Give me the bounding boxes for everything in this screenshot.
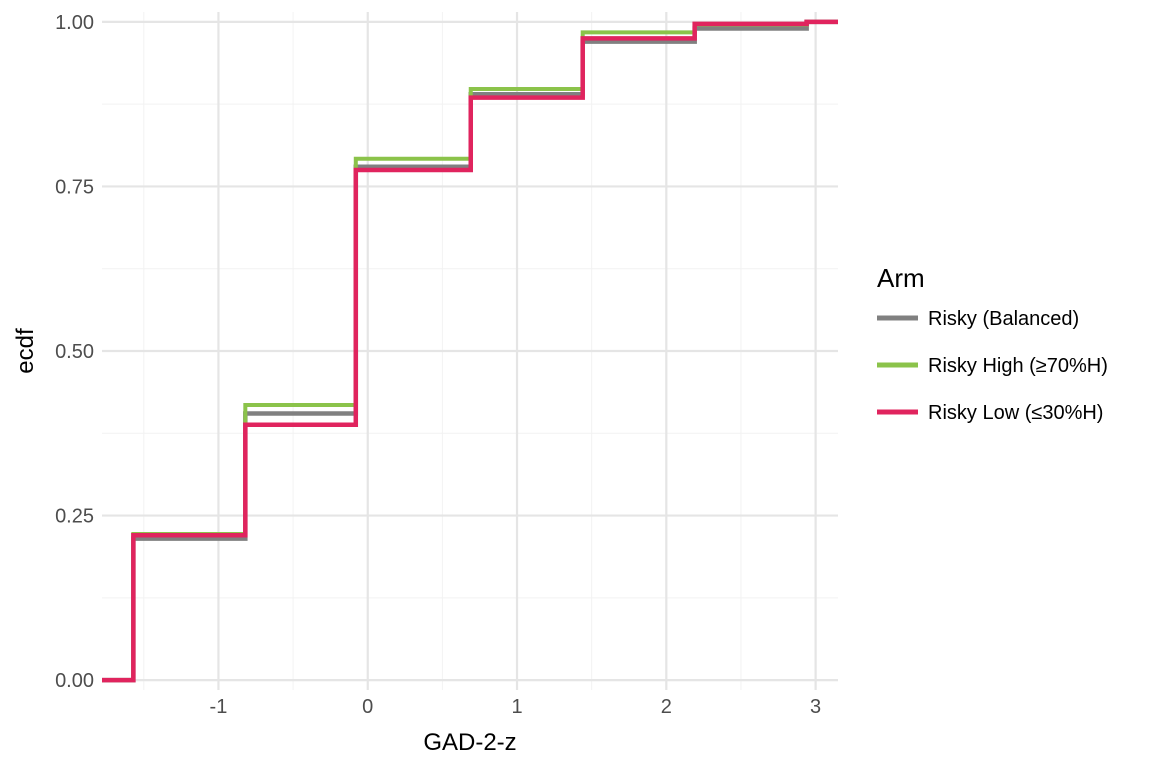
x-tick-label: 3	[810, 696, 821, 718]
legend-title: Arm	[877, 263, 925, 293]
x-axis-title: GAD-2-z	[423, 729, 516, 756]
legend-item: Risky Low (≤30%H)	[877, 402, 1103, 424]
legend-items: Risky (Balanced) Risky High (≥70%H) Risky …	[877, 308, 1108, 424]
legend-label: Risky (Balanced)	[928, 308, 1079, 330]
series-line	[102, 19, 838, 683]
y-tick-label: 0.00	[55, 670, 94, 692]
y-tick-label: 0.25	[55, 506, 94, 528]
y-axis-ticks: 0.00 0.25 0.50 0.75 1.00	[55, 12, 94, 692]
y-tick-label: 0.50	[55, 341, 94, 363]
legend-label: Risky Low (≤30%H)	[928, 402, 1103, 424]
legend-item: Risky (Balanced)	[877, 308, 1079, 330]
x-axis-ticks: -1 0 1 2 3	[210, 696, 822, 718]
y-axis-title: ecdf	[12, 328, 39, 374]
x-tick-label: 1	[511, 696, 522, 718]
y-tick-label: 0.75	[55, 176, 94, 198]
series-lines	[102, 19, 838, 683]
x-tick-label: 0	[362, 696, 373, 718]
x-tick-label: 2	[661, 696, 672, 718]
legend: Arm Risky (Balanced)Risky High (≥70%H)Ri…	[877, 263, 1108, 424]
y-tick-label: 1.00	[55, 12, 94, 34]
x-tick-label: -1	[210, 696, 228, 718]
legend-label: Risky High (≥70%H)	[928, 355, 1108, 377]
legend-item: Risky High (≥70%H)	[877, 355, 1108, 377]
